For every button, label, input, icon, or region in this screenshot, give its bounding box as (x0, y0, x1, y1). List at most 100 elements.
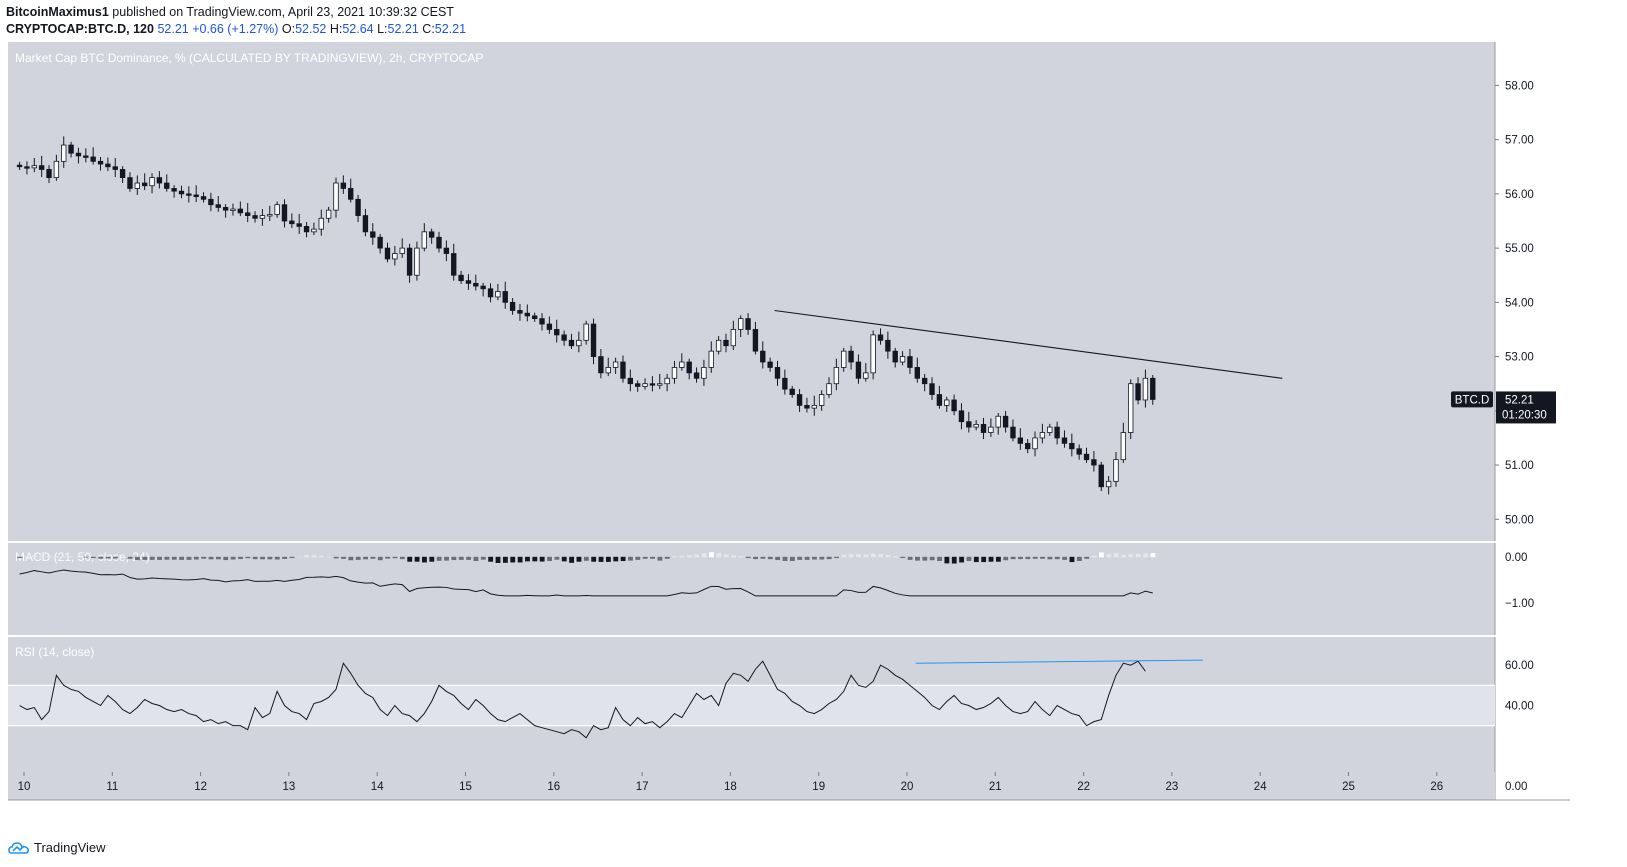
macd-bar (517, 556, 523, 563)
macd-bar (296, 556, 302, 558)
macd-bar (238, 556, 243, 560)
candle-body (421, 231, 427, 249)
candle-body (31, 165, 37, 169)
candle-body (414, 247, 420, 276)
macd-bar (973, 556, 979, 563)
candle-body (38, 165, 45, 170)
macd-bar (1047, 556, 1053, 560)
candle-body (90, 156, 96, 162)
candle-body (796, 394, 803, 406)
y-tick-label: 55.00 (1505, 243, 1534, 255)
macd-bar (863, 554, 869, 558)
candle-body (833, 367, 840, 385)
macd-bar (819, 556, 825, 560)
macd-bar (377, 556, 383, 561)
macd-bar (708, 552, 714, 558)
macd-bar (1040, 556, 1045, 559)
candle-body (782, 377, 788, 390)
candle-body (281, 204, 288, 222)
x-tick-label: 19 (812, 781, 825, 793)
macd-bar (466, 556, 472, 560)
x-tick-label: 10 (18, 781, 31, 793)
candle-body (1105, 480, 1112, 488)
candle-body (311, 228, 317, 233)
candle-body (657, 383, 663, 386)
macd-bar (341, 556, 346, 559)
x-tick-label: 20 (901, 781, 914, 793)
macd-bar (46, 556, 52, 558)
candle-body (318, 217, 324, 230)
macd-bar (392, 556, 398, 559)
macd-bar (326, 556, 332, 558)
x-tick-label: 21 (989, 781, 1002, 793)
candle-body (745, 318, 751, 330)
candle-body (134, 182, 140, 189)
macd-bar (922, 556, 928, 561)
candle-body (399, 247, 405, 254)
rsi-band (8, 685, 1495, 726)
x-tick-label: 13 (283, 781, 296, 793)
candle-body (75, 152, 82, 157)
candle-body (826, 383, 832, 395)
candle-body (392, 253, 398, 260)
macd-bar (841, 554, 847, 558)
candle-body (789, 388, 795, 395)
candle-body (68, 144, 74, 154)
macd-bar (90, 556, 96, 559)
macd-bar (282, 556, 288, 559)
macd-bar (135, 556, 140, 561)
candle-body (554, 329, 560, 336)
last-price-value: 52.21 (1505, 394, 1534, 406)
macd-bar (157, 556, 162, 560)
candle-body (149, 177, 155, 187)
candle-body (303, 226, 310, 233)
macd-bar (98, 556, 104, 559)
macd-bar (937, 556, 942, 561)
candle-body (973, 423, 979, 428)
candle-body (612, 361, 619, 368)
macd-bar (363, 556, 369, 560)
candle-body (531, 315, 538, 320)
candle-body (664, 377, 670, 385)
macd-bar (988, 556, 994, 562)
candle-body (899, 356, 906, 363)
candle-body (980, 423, 987, 433)
macd-bar (944, 556, 950, 564)
macd-bar (1098, 552, 1104, 558)
macd-bar (635, 556, 641, 560)
candle-body (605, 367, 611, 374)
candle-body (524, 312, 530, 317)
candle-body (951, 399, 957, 412)
macd-bar (804, 556, 810, 560)
macd-bar (355, 556, 361, 560)
candle-body (598, 356, 604, 374)
tradingview-logo[interactable]: TradingView (8, 840, 106, 855)
candle-body (428, 231, 435, 238)
candle-body (1024, 442, 1031, 450)
candle-body (804, 405, 810, 409)
macd-bar (731, 555, 736, 558)
candle-body (171, 188, 177, 192)
author-name[interactable]: BitcoinMaximus1 (6, 5, 109, 19)
macd-bar (495, 556, 501, 564)
macd-bar (951, 556, 957, 564)
candle-body (340, 182, 347, 189)
candle-body (811, 405, 817, 409)
candle-body (1142, 377, 1149, 401)
candle-body (841, 350, 847, 368)
candle-body (723, 339, 729, 347)
macd-bar (679, 555, 685, 558)
candle-body (1135, 383, 1141, 401)
candle-body (406, 247, 413, 276)
macd-bar (304, 555, 310, 558)
candle-body (914, 367, 920, 379)
candle-body (156, 177, 163, 184)
candle-body (774, 367, 781, 379)
candle-body (362, 215, 369, 233)
candle-body (635, 383, 641, 387)
candle-body (988, 426, 994, 433)
macd-bar (502, 556, 508, 563)
candle-body (995, 415, 1001, 428)
macd-bar (488, 556, 494, 562)
